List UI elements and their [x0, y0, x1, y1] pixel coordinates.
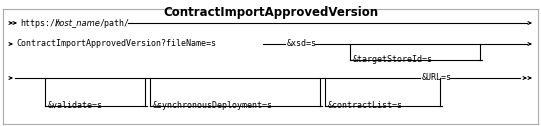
Text: https://: https://	[20, 19, 60, 27]
Text: &validate=s: &validate=s	[48, 102, 103, 111]
Text: host_name: host_name	[55, 19, 101, 27]
Text: &synchronousDeployment=s: &synchronousDeployment=s	[153, 102, 273, 111]
Text: &URL=s: &URL=s	[422, 73, 452, 83]
Text: &contractList=s: &contractList=s	[328, 102, 403, 111]
Text: /path/: /path/	[100, 19, 130, 27]
Text: ContractImportApprovedVersion: ContractImportApprovedVersion	[163, 6, 378, 19]
Text: &xsd=s: &xsd=s	[287, 39, 317, 49]
Text: ContractImportApprovedVersion?fileName=s: ContractImportApprovedVersion?fileName=s	[16, 39, 216, 49]
Text: &targetStoreId=s: &targetStoreId=s	[353, 55, 433, 65]
